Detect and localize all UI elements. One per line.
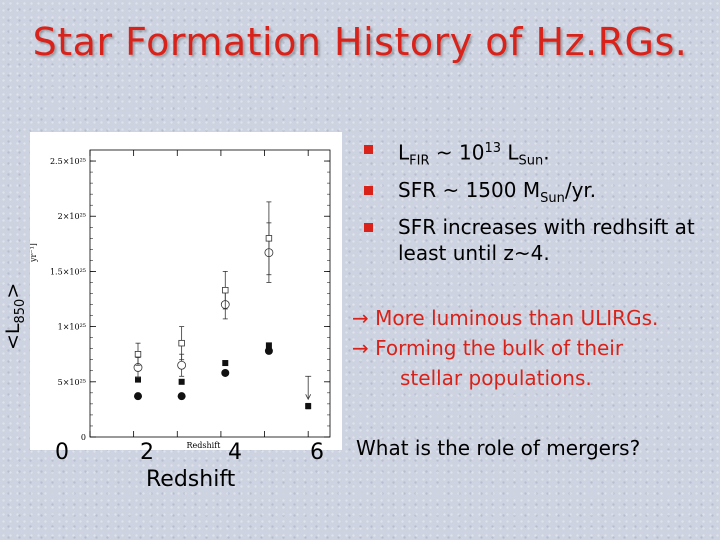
y-axis-label-open: <L (2, 323, 24, 350)
filled-square-point (178, 378, 185, 385)
filled-circle-point (177, 392, 186, 401)
filled-circle-point (264, 346, 273, 355)
x-tick-2: 2 (140, 440, 154, 465)
x-tick-4: 4 (228, 440, 242, 465)
filled-square-point (222, 360, 229, 367)
open-circle-point (177, 360, 187, 370)
bullet-item-sfr: SFR ~ 1500 MSun/yr. (356, 177, 716, 212)
y-axis-label: <L850> (0, 262, 30, 352)
bullet-item-lfir: LFIR ~ 1013 LSun. (356, 136, 716, 175)
x-axis-label: Redshift (146, 467, 236, 492)
x-tick-6: 6 (310, 440, 324, 465)
bullet-square-icon (364, 185, 373, 195)
y-tick-label: 1×10²⁵ (58, 323, 86, 332)
x-axis-label-small: Redshift (187, 441, 222, 450)
conclusion-stellar-populations: → Forming the bulk of their stellar popu… (352, 336, 624, 390)
y-axis-label-sub: 850 (12, 298, 28, 324)
filled-square-point (305, 403, 312, 410)
bullet-list: LFIR ~ 1013 LSun. SFR ~ 1500 MSun/yr. SF… (356, 136, 716, 268)
right-arrow-icon: → (352, 336, 369, 360)
y-tick-label: 1.5×10²⁵ (50, 267, 86, 276)
bullet-square-icon (364, 145, 373, 154)
y-axis-label-close: > (2, 282, 24, 299)
x-tick-0: 0 (55, 440, 69, 465)
filled-circle-point (134, 392, 142, 401)
plot-image: 0 5×10²⁵ 1×10²⁵ 1.5×10²⁵ 2×10²⁵ 2.5×10²⁵ Redsh… (29, 132, 342, 450)
bullet-item-sfr-redshift: SFR increases with redhsift at least unt… (356, 214, 716, 266)
y-tick-label: 2×10²⁵ (58, 212, 86, 221)
mergers-question: What is the role of mergers? (356, 436, 641, 460)
conclusion-list: → More luminous than ULIRGs. → Forming t… (352, 303, 717, 393)
right-arrow-icon: → (352, 306, 369, 330)
bullet-square-icon (364, 222, 373, 232)
y-tick-label: 0 (81, 433, 86, 442)
open-square-point (178, 339, 185, 347)
scatter-chart: 0 5×10²⁵ 1×10²⁵ 1.5×10²⁵ 2×10²⁵ 2.5×10²⁵ Redsh… (29, 149, 331, 450)
plot-frame (89, 149, 331, 438)
filled-square-point (265, 342, 272, 349)
open-square-point (222, 286, 229, 294)
y-axis-label-fragment: yr⁻¹] (30, 243, 38, 263)
conclusion-luminous: → More luminous than ULIRGs. (352, 306, 659, 330)
upper-limit-arrowhead (305, 394, 312, 401)
open-square-point (265, 235, 273, 242)
filled-square-point (135, 376, 141, 383)
open-square-point (134, 351, 142, 358)
y-tick-label: 2.5×10²⁵ (50, 157, 86, 166)
y-tick-label: 5×10²⁵ (58, 378, 86, 387)
filled-circle-point (221, 368, 230, 377)
slide-title: Star Formation History of Hz.RGs. (32, 20, 688, 64)
